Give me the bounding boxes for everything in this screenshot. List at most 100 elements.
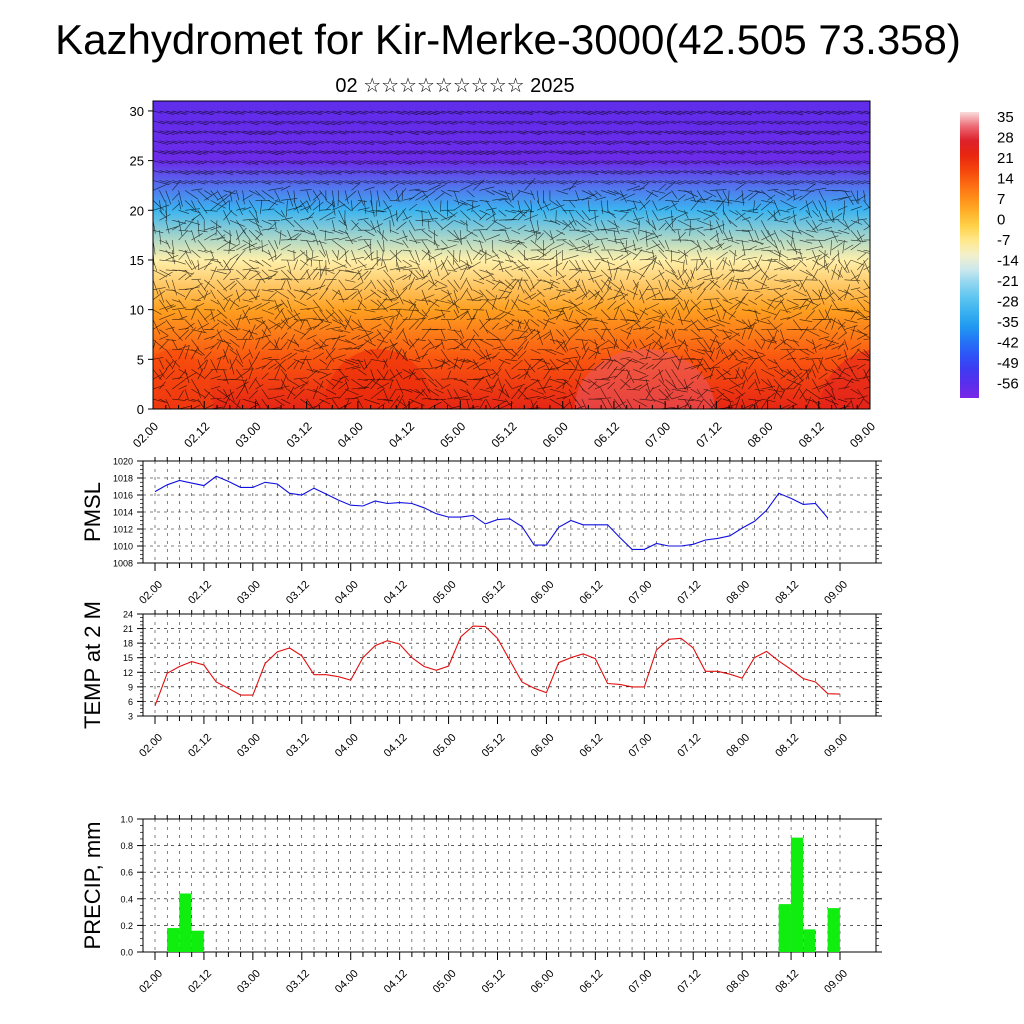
- wind-barb: [613, 306, 620, 320]
- wind-barb: [210, 309, 215, 322]
- wind-barb: [741, 192, 753, 201]
- wind-barb: [351, 378, 366, 389]
- wind-barb: [601, 227, 617, 231]
- wind-barb: [697, 274, 711, 281]
- wind-barb: [761, 249, 774, 252]
- wind-barb: [172, 140, 185, 145]
- wind-barb: [869, 309, 870, 310]
- wind-barb: [594, 180, 611, 185]
- wind-barb: [588, 160, 600, 164]
- wind-barb: [383, 190, 391, 200]
- wind-barb: [722, 237, 734, 241]
- wind-barb: [261, 150, 279, 156]
- wind-barb: [197, 210, 205, 220]
- wind-barb: [492, 210, 496, 222]
- wind-barb: [453, 263, 468, 271]
- wind-barb: [761, 259, 776, 262]
- wind-barb: [319, 239, 326, 256]
- wind-barb: [703, 180, 720, 185]
- wind-barb: [389, 180, 405, 185]
- wind-barb: [600, 269, 613, 281]
- wind-barb: [818, 227, 832, 231]
- wind-barb: [613, 262, 628, 271]
- wind-barb: [306, 255, 319, 261]
- wind-barb: [268, 130, 278, 134]
- wind-barb: [697, 110, 707, 114]
- wind-barb: [396, 208, 406, 221]
- wind-barb: [536, 200, 543, 211]
- wind-barb: [357, 299, 367, 309]
- wind-barb: [537, 180, 549, 184]
- wind-barb: [773, 140, 788, 145]
- wind-barb: [722, 230, 729, 242]
- wind-barb: [178, 345, 190, 350]
- wind-barb: [716, 341, 725, 350]
- wind-barb: [370, 130, 381, 134]
- wind-barb: [690, 130, 707, 136]
- wind-barb: [159, 160, 173, 165]
- wind-barb: [754, 369, 761, 385]
- wind-barb: [498, 120, 514, 125]
- wind-barb: [658, 216, 674, 221]
- wind-barb: [543, 394, 555, 400]
- wind-barb: [773, 330, 777, 340]
- wind-barb: [825, 235, 839, 241]
- wind-barb: [658, 388, 669, 400]
- wind-barb: [473, 150, 489, 155]
- wind-barb: [556, 359, 569, 365]
- wind-barb: [524, 293, 536, 300]
- wind-barb: [805, 364, 814, 380]
- wind-barb: [306, 190, 311, 202]
- wind-barb: [466, 140, 478, 144]
- wind-barb: [607, 300, 617, 310]
- wind-barb: [633, 384, 643, 390]
- wind-barb: [792, 220, 802, 235]
- wind-barb: [780, 329, 786, 345]
- wind-barb: [415, 194, 426, 201]
- wind-barb: [844, 170, 861, 175]
- wind-barb: [709, 398, 717, 409]
- wind-barb: [197, 319, 205, 333]
- wind-barb: [748, 299, 758, 305]
- wind-barb: [581, 140, 597, 145]
- wind-barb: [485, 170, 498, 174]
- wind-barb: [530, 400, 538, 409]
- wind-barb: [511, 180, 525, 185]
- wind-barb: [319, 229, 334, 234]
- wind-barb: [255, 334, 272, 340]
- wind-barb: [312, 368, 328, 375]
- wind-barb: [421, 130, 433, 134]
- y-tick-label: 18: [123, 639, 133, 649]
- wind-barb: [600, 388, 607, 399]
- wind-barb: [530, 190, 535, 200]
- wind-barb: [172, 398, 186, 401]
- wind-barb: [754, 239, 764, 246]
- wind-barb: [639, 408, 640, 409]
- wind-barb: [331, 200, 336, 216]
- wind-barb: [856, 190, 859, 204]
- wind-barb: [428, 269, 435, 284]
- wind-barb: [792, 210, 797, 225]
- wind-barb: [517, 299, 530, 306]
- wind-barb: [447, 364, 458, 370]
- wind-barb: [863, 180, 870, 183]
- x-tick-label: 03.12: [284, 419, 315, 450]
- wind-barb: [242, 229, 253, 243]
- wind-barb: [357, 378, 369, 382]
- wind-barb: [555, 210, 557, 224]
- wind-barb: [530, 319, 540, 327]
- wind-barb: [716, 339, 724, 355]
- wind-barb: [556, 289, 571, 293]
- wind-barb: [472, 269, 485, 280]
- wind-barb: [325, 216, 336, 221]
- y-tick-label: 12: [123, 668, 133, 678]
- wind-barb: [658, 160, 668, 164]
- wind-barb: [823, 250, 826, 267]
- wind-barb: [383, 150, 400, 156]
- wind-barb: [517, 319, 522, 329]
- wind-barb: [748, 357, 759, 360]
- wind-barb: [472, 359, 481, 371]
- wind-barb: [690, 190, 696, 203]
- wind-barb: [581, 259, 589, 271]
- wind-barb: [370, 110, 383, 115]
